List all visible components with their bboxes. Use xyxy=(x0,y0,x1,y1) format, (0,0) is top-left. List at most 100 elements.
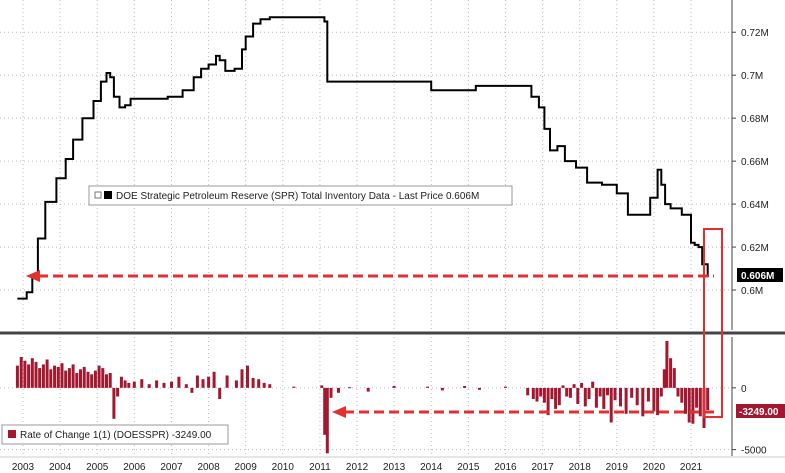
roc-bar xyxy=(554,387,558,409)
roc-bar xyxy=(580,382,584,388)
x-tick-2006: 2006 xyxy=(123,462,146,473)
roc-bar xyxy=(112,387,116,419)
roc-bar xyxy=(212,371,216,388)
roc-bar xyxy=(602,387,606,409)
spr-inventory-line xyxy=(17,16,709,300)
roc-bar xyxy=(101,368,105,388)
roc-bar xyxy=(550,387,554,399)
roc-bar xyxy=(698,387,702,417)
legend-swatch-black xyxy=(104,191,112,199)
x-tick-2012: 2012 xyxy=(346,462,369,473)
roc-bar xyxy=(463,386,467,388)
x-tick-2010: 2010 xyxy=(272,462,295,473)
roc-bar xyxy=(207,376,211,388)
lower-legend: Rate of Change 1(1) (DOESSPR) -3249.00 xyxy=(1,424,229,445)
legend-box xyxy=(88,185,513,206)
roc-bar xyxy=(41,364,45,388)
roc-bar xyxy=(257,379,261,388)
roc-bar xyxy=(669,358,673,388)
roc-bar xyxy=(132,381,136,388)
upper-y-tick-0.7M: 0.7M xyxy=(741,71,763,82)
roc-bar xyxy=(598,387,602,397)
roc-bar xyxy=(504,386,507,388)
upper-legend: DOE Strategic Petroleum Reserve (SPR) To… xyxy=(88,185,513,206)
roc-bar xyxy=(201,379,205,388)
roc-bar xyxy=(613,387,617,401)
roc-bar xyxy=(323,387,327,435)
roc-bar xyxy=(329,387,333,398)
roc-bar xyxy=(225,375,229,388)
roc-bar xyxy=(565,387,569,397)
roc-bar xyxy=(665,340,669,388)
roc-bar xyxy=(162,382,166,388)
roc-bar xyxy=(60,363,64,388)
roc-bar xyxy=(594,387,598,408)
roc-bar xyxy=(635,387,639,406)
roc-bar xyxy=(591,381,595,388)
roc-bar xyxy=(609,387,613,423)
roc-bar xyxy=(262,382,266,388)
upper-arrow-annotation xyxy=(26,270,714,282)
upper-legend-text: DOE Strategic Petroleum Reserve (SPR) To… xyxy=(116,191,479,202)
roc-bar xyxy=(652,387,656,412)
lower-legend-text: Rate of Change 1(1) (DOESSPR) -3249.00 xyxy=(20,430,212,441)
upper-arrow-head xyxy=(26,270,40,282)
roc-bar xyxy=(19,357,23,388)
roc-bar xyxy=(624,387,628,414)
x-tick-2004: 2004 xyxy=(49,462,72,473)
x-tick-2017: 2017 xyxy=(531,462,554,473)
last-value-box xyxy=(736,404,785,418)
roc-bar xyxy=(546,387,550,416)
roc-bar xyxy=(184,384,188,388)
roc-bar xyxy=(292,386,296,388)
roc-bar xyxy=(646,387,650,402)
roc-bar xyxy=(320,385,324,388)
roc-bar xyxy=(680,387,684,403)
roc-bar xyxy=(246,365,249,388)
upper-y-tick-0.68M: 0.68M xyxy=(741,114,769,125)
lower-y-tick-0: 0 xyxy=(741,384,747,395)
roc-bar xyxy=(71,364,75,388)
roc-bar xyxy=(97,365,101,388)
roc-bar xyxy=(337,387,340,393)
roc-bar xyxy=(240,369,244,388)
roc-bar xyxy=(583,387,587,407)
x-tick-2009: 2009 xyxy=(235,462,258,473)
roc-bar xyxy=(568,387,572,398)
roc-bar xyxy=(535,387,539,402)
last-value-label: -3249.00 xyxy=(739,407,779,418)
upper-y-tick-0.6M: 0.6M xyxy=(741,286,763,297)
roc-bar xyxy=(606,387,609,396)
roc-bar xyxy=(695,387,699,408)
roc-bar xyxy=(67,368,71,388)
roc-bar xyxy=(177,376,181,388)
roc-bar xyxy=(127,382,131,388)
roc-bar xyxy=(105,374,108,388)
lower-arrow-head xyxy=(332,406,346,418)
roc-bar xyxy=(119,376,123,388)
roc-bar xyxy=(38,368,42,388)
legend-collapse-icon[interactable] xyxy=(94,191,102,199)
roc-bar xyxy=(82,366,86,388)
last-price-tag: 0.606M xyxy=(737,268,783,282)
roc-bar xyxy=(325,387,329,454)
roc-bar xyxy=(155,380,159,388)
roc-bar xyxy=(49,369,53,388)
roc-bar xyxy=(108,373,112,388)
roc-bar xyxy=(572,384,576,388)
roc-bar xyxy=(64,370,68,388)
highlight-box xyxy=(703,228,723,418)
roc-bar xyxy=(531,387,535,399)
roc-bar xyxy=(684,387,687,414)
lower-arrow-annotation xyxy=(332,406,714,418)
roc-bar xyxy=(123,380,127,388)
roc-bar xyxy=(56,366,60,388)
roc-bar xyxy=(656,387,660,416)
x-tick-2011: 2011 xyxy=(309,462,331,473)
upper-y-tick-0.62M: 0.62M xyxy=(741,243,769,254)
roc-bar xyxy=(53,365,57,388)
last-price-box xyxy=(737,268,783,282)
roc-bar xyxy=(539,387,543,397)
upper-y-tick-0.72M: 0.72M xyxy=(741,28,769,39)
upper-y-axis: 0.6M 0.62M 0.64M 0.66M 0.68M 0.7M 0.72M xyxy=(731,0,769,330)
